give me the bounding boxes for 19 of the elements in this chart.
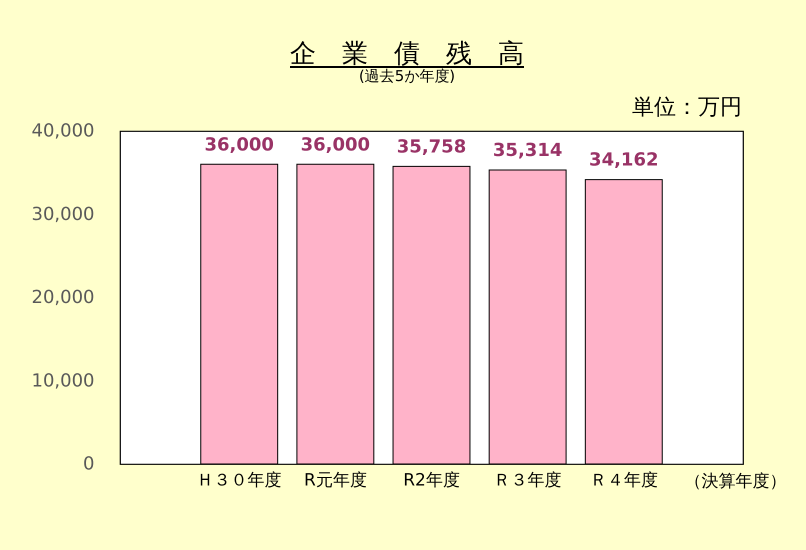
y-tick-label: 30,000: [32, 204, 94, 225]
x-tick-label: Ｒ４年度: [590, 470, 658, 490]
chart-title: 企 業 債 残 高: [290, 39, 524, 69]
data-label: 34,162: [589, 150, 659, 171]
data-label: 36,000: [300, 134, 370, 156]
y-tick-label: 20,000: [32, 287, 94, 308]
x-tick-label: R元年度: [304, 470, 367, 490]
x-tick-label: Ｈ３０年度: [196, 470, 282, 490]
x-axis-title: （決算年度）: [684, 472, 786, 492]
data-label: 36,000: [204, 134, 274, 156]
text: 単位：万円: [632, 94, 742, 122]
y-tick-label: 10,000: [32, 370, 94, 392]
data-label: 35,314: [492, 140, 562, 162]
y-tick-label: 0: [83, 454, 94, 474]
x-tick-label: Ｒ３年度: [494, 470, 562, 490]
chart-subtitle: (過去5か年度): [358, 67, 456, 85]
x-tick-label: R2年度: [403, 470, 460, 490]
data-label: 35,758: [396, 136, 466, 158]
y-tick-label: 40,000: [32, 120, 94, 142]
